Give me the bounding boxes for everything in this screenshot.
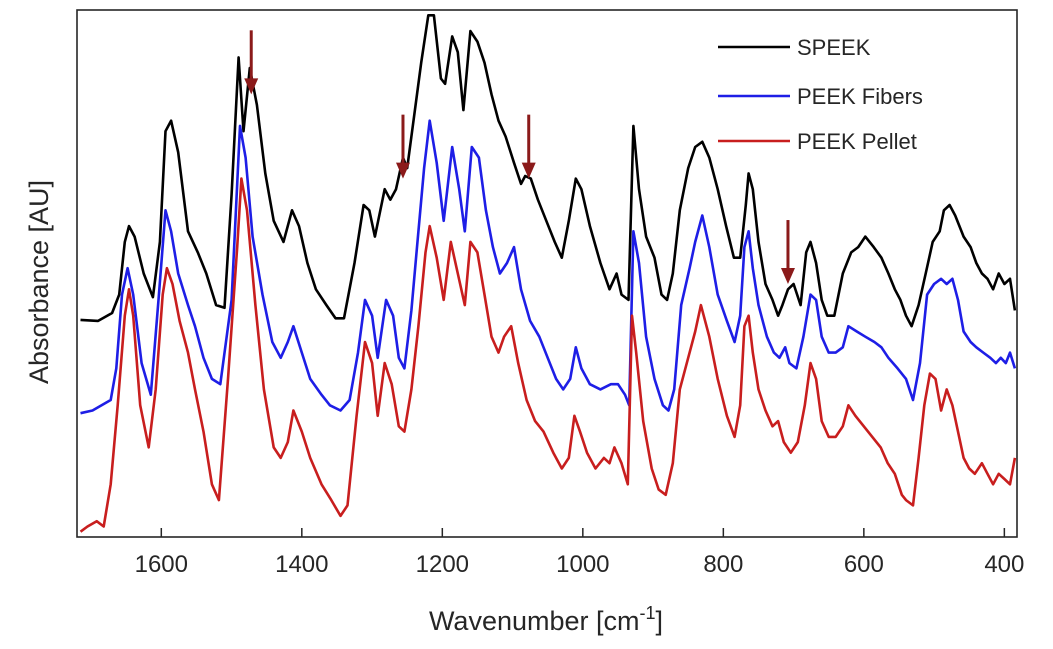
legend-label-peek-pellet: PEEK Pellet [797,129,917,154]
x-tick-label: 1200 [416,551,469,578]
x-axis-ticks: 1600 1400 1200 1000 800 600 400 [135,528,1024,578]
plot-frame [76,9,1018,538]
x-tick-label: 600 [844,551,884,578]
x-axis-title-text: Wavenumber [cm-1] [429,603,663,636]
annotation-arrow [521,114,536,179]
x-axis-title-main: Wavenumber [cm [429,606,640,636]
plot-lines [79,14,1017,533]
annotation-arrow [244,30,259,95]
series-line-peek-pellet [79,177,1017,533]
legend-label-speek: SPEEK [797,35,871,60]
x-axis-title-close: ] [656,606,664,636]
legend: SPEEK PEEK Fibers PEEK Pellet [718,35,923,154]
x-tick-label: 800 [703,551,743,578]
annotation-arrow [780,220,795,285]
x-axis-title-superscript: -1 [640,603,656,623]
series-line-peek-fibers [80,119,1017,415]
annotation-arrow [395,114,410,179]
series-line-speek [80,14,1017,328]
x-tick-label: 400 [984,551,1024,578]
x-tick-label: 1000 [556,551,609,578]
x-tick-label: 1400 [275,551,328,578]
x-axis-title: Wavenumber [cm-1] [429,603,663,636]
legend-label-peek-fibers: PEEK Fibers [797,84,923,109]
y-axis-title: Absorbance [AU] [24,180,54,384]
x-tick-label: 1600 [135,551,188,578]
annotation-arrows [244,30,795,285]
